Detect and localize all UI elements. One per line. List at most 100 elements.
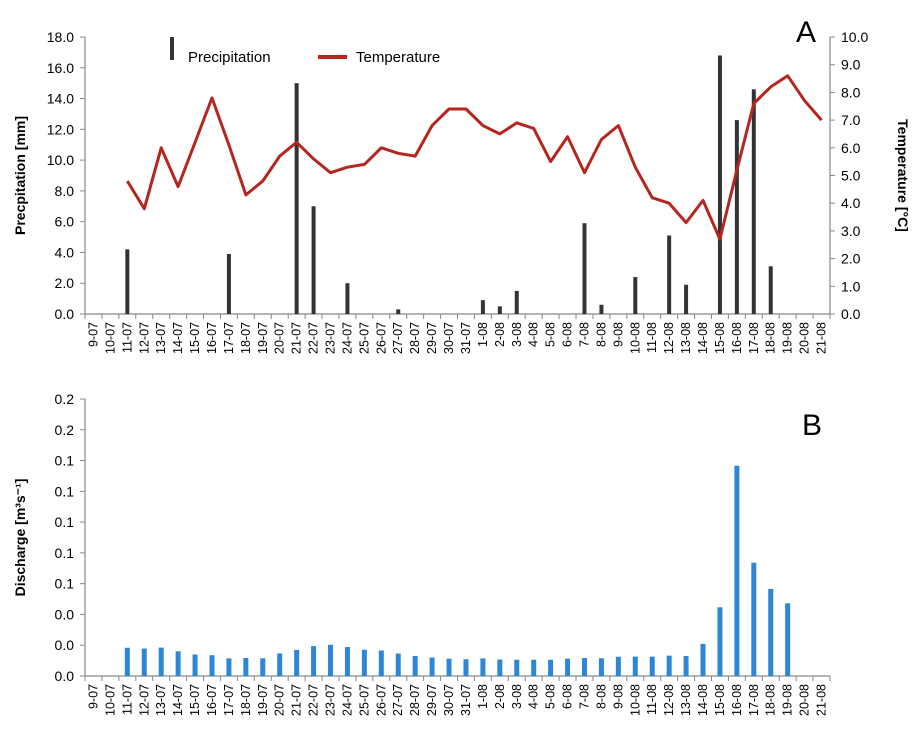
panel-a-x-tick-label: 4-08 [527, 322, 541, 347]
discharge-bar [615, 656, 621, 676]
panel-b-x-tick-label: 14-08 [696, 684, 710, 716]
discharge-bar [581, 657, 587, 676]
panel-a-left-y-tick-label: 16.0 [47, 60, 74, 76]
precipitation-bar [717, 55, 722, 314]
discharge-bar [446, 658, 452, 676]
panel-b-x-tick-label: 24-07 [340, 684, 354, 716]
panel-a-right-y-tick-label: 1.0 [841, 278, 861, 294]
panel-a-x-tick-label: 26-07 [374, 322, 388, 354]
panel-a-x-tick-label: 12-08 [662, 322, 676, 354]
panel-a-x-tick-label: 2-08 [493, 322, 507, 347]
panel-b-y-tick-label: 0.1 [55, 545, 75, 561]
precipitation-bar [294, 83, 299, 315]
panel-a-x-tick-label: 17-07 [222, 322, 236, 354]
precipitation-bar [582, 223, 587, 314]
panel-a-right-y-tick-label: 0.0 [841, 306, 861, 322]
discharge-bar [311, 646, 317, 676]
discharge-bar [344, 647, 350, 676]
panel-a-left-y-tick-label: 14.0 [47, 91, 74, 107]
panel-a-x-tick-label: 23-07 [324, 322, 338, 354]
panel-a-x-tick-label: 17-08 [747, 322, 761, 354]
precipitation-bar [125, 249, 130, 314]
panel-b-x-tick-label: 18-07 [239, 684, 253, 716]
legend-temperature-label: Temperature [356, 49, 440, 66]
panel-b-letter: B [802, 409, 822, 442]
panel-b-y-tick-label: 0.1 [55, 453, 75, 469]
panel-a-left-y-tick-label: 0.0 [55, 306, 75, 322]
panel-a-x-tick-label: 25-07 [357, 322, 371, 354]
discharge-bar [565, 658, 571, 676]
precipitation-bar [514, 290, 519, 314]
panel-b-y-tick-label: 0.0 [55, 668, 75, 684]
panel-b-x-tick-label: 6-08 [561, 684, 575, 709]
panel-a-x-tick-label: 19-08 [781, 322, 795, 354]
discharge-bar [226, 658, 232, 676]
discharge-bar [717, 607, 723, 676]
panel-b-x-tick-label: 26-07 [374, 684, 388, 716]
panel-a-x-tick-label: 18-07 [239, 322, 253, 354]
panel-a-left-y-tick-label: 6.0 [55, 214, 75, 230]
panel-a-x-tick-label: 15-08 [713, 322, 727, 354]
discharge-bar [531, 659, 537, 676]
precipitation-bar [768, 266, 773, 314]
discharge-bar [141, 648, 147, 676]
panel-a-right-y-tick-label: 7.0 [841, 112, 861, 128]
panel-a-x-tick-label: 9-07 [86, 322, 100, 347]
panel-b-x-tick-label: 8-08 [594, 684, 608, 709]
panel-b-x-tick-label: 28-07 [408, 684, 422, 716]
panel-b-x-tick-label: 21-08 [815, 684, 829, 716]
panel-a-x-tick-label: 18-08 [764, 322, 778, 354]
discharge-bar [124, 647, 130, 676]
panel-b-x-tick-label: 29-07 [425, 684, 439, 716]
panel-b-x-tick-label: 15-07 [188, 684, 202, 716]
panel-b-x-tick-label: 9-08 [611, 684, 625, 709]
panel-b-x-tick-label: 11-07 [120, 684, 134, 715]
panel-b-y-tick-label: 0.0 [55, 606, 75, 622]
discharge-bar [175, 651, 181, 676]
panel-a-x-tick-label: 1-08 [476, 322, 490, 347]
panel-b-x-tick-label: 30-07 [442, 684, 456, 716]
panel-b-y-tick-label: 0.1 [55, 483, 75, 499]
panel-a-left-y-tick-label: 18.0 [47, 29, 74, 45]
discharge-bar [700, 643, 706, 676]
precipitation-bar [734, 120, 739, 314]
panel-a-x-tick-label: 28-07 [408, 322, 422, 354]
panel-a-x-tick-label: 6-08 [561, 322, 575, 347]
panel-b-x-tick-label: 2-08 [493, 684, 507, 709]
panel-a-x-tick-label: 29-07 [425, 322, 439, 354]
precipitation-bar [226, 253, 231, 314]
legend-precipitation-label: Precipitation [188, 49, 271, 66]
discharge-bar [548, 659, 554, 676]
discharge-bar [158, 647, 164, 676]
panel-a-right-y-tick-label: 10.0 [841, 29, 868, 45]
discharge-bar [277, 653, 283, 676]
panel-a-x-tick-label: 12-07 [137, 322, 151, 354]
precipitation-bar [396, 309, 401, 314]
panel-b-x-tick-label: 3-08 [510, 684, 524, 709]
discharge-bar [395, 653, 401, 676]
discharge-bar [412, 655, 418, 676]
panel-b-x-tick-label: 12-08 [662, 684, 676, 716]
discharge-bar [260, 658, 266, 676]
panel-b-chart: 0.00.00.00.10.10.10.10.10.20.29-07 10-07 1… [12, 391, 831, 716]
panel-a-x-tick-label: 20-08 [798, 322, 812, 354]
panel-a-left-y-tick-label: 8.0 [55, 183, 75, 199]
panel-a-x-tick-label: 31-07 [459, 322, 473, 354]
panel-b-x-tick-label: 18-08 [764, 684, 778, 716]
precipitation-bar [751, 89, 756, 314]
panel-a-x-tick-label: 21-08 [815, 322, 829, 354]
panel-b-x-tick-label: 17-07 [222, 684, 236, 716]
discharge-bar [683, 656, 689, 676]
discharge-bar [751, 562, 757, 676]
panel-b-x-tick-label: 25-07 [357, 684, 371, 716]
panel-b-x-tick-label: 20-07 [273, 684, 287, 716]
precipitation-bar [480, 300, 485, 314]
discharge-bar [666, 655, 672, 676]
discharge-bar [632, 656, 638, 676]
panel-b-x-tick-label: 17-08 [747, 684, 761, 716]
panel-b-x-tick-label: 23-07 [324, 684, 338, 716]
panel-b-x-tick-label: 5-08 [544, 684, 558, 709]
discharge-bar [463, 659, 469, 676]
panel-a-x-tick-label: 27-07 [391, 322, 405, 354]
panel-a-x-tick-label: 11-07 [120, 322, 134, 353]
